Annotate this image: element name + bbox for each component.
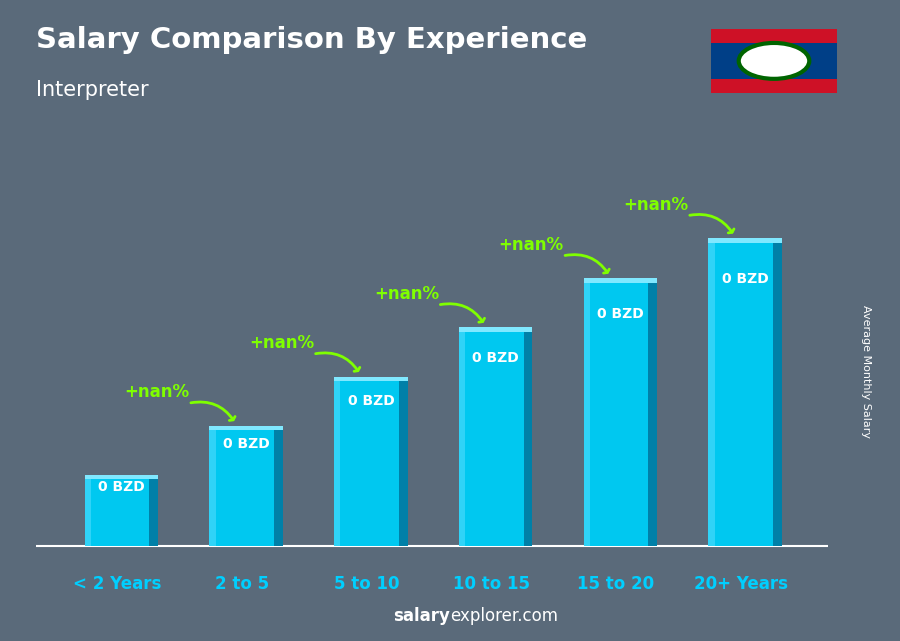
Bar: [210, 430, 216, 546]
Bar: [773, 242, 782, 546]
Text: +nan%: +nan%: [249, 334, 314, 352]
Bar: [459, 332, 465, 546]
Bar: [334, 381, 340, 546]
Bar: [583, 278, 657, 283]
Bar: [711, 79, 837, 93]
Bar: [711, 29, 837, 43]
Bar: [459, 332, 524, 546]
Bar: [583, 283, 648, 546]
Text: 0 BZD: 0 BZD: [347, 394, 394, 408]
Text: 0 BZD: 0 BZD: [722, 272, 769, 286]
Bar: [583, 283, 590, 546]
Text: +nan%: +nan%: [124, 383, 190, 401]
Bar: [648, 283, 657, 546]
Text: 0 BZD: 0 BZD: [223, 437, 269, 451]
Bar: [334, 376, 408, 381]
Bar: [459, 328, 533, 332]
Bar: [708, 238, 782, 242]
Text: 0 BZD: 0 BZD: [597, 308, 644, 321]
Bar: [85, 479, 149, 546]
Bar: [149, 479, 158, 546]
Text: +nan%: +nan%: [499, 236, 563, 254]
Text: salary: salary: [393, 607, 450, 625]
Text: Salary Comparison By Experience: Salary Comparison By Experience: [36, 26, 587, 54]
Bar: [708, 242, 715, 546]
Bar: [399, 381, 408, 546]
Circle shape: [739, 43, 809, 79]
Bar: [85, 479, 91, 546]
Bar: [85, 475, 158, 479]
Text: +nan%: +nan%: [624, 196, 688, 213]
Bar: [708, 242, 773, 546]
Bar: [210, 426, 283, 430]
Text: 0 BZD: 0 BZD: [98, 480, 145, 494]
Bar: [274, 430, 283, 546]
Text: 0 BZD: 0 BZD: [472, 351, 519, 365]
Bar: [210, 430, 274, 546]
Text: Interpreter: Interpreter: [36, 80, 148, 100]
Text: +nan%: +nan%: [374, 285, 439, 303]
Text: explorer.com: explorer.com: [450, 607, 558, 625]
Bar: [334, 381, 399, 546]
Bar: [524, 332, 533, 546]
Text: Average Monthly Salary: Average Monthly Salary: [860, 305, 871, 438]
